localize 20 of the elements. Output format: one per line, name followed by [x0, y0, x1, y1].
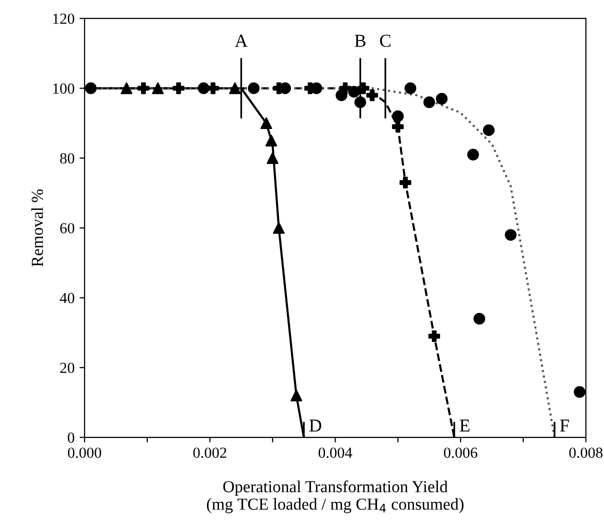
- annotation: C: [380, 34, 390, 47]
- x-tick-label: 0.000: [68, 448, 102, 458]
- annotation: F: [560, 420, 569, 432]
- x-tick-label: 0.008: [569, 448, 602, 458]
- y-tick-label: 40: [60, 292, 74, 304]
- y-tick-label: 0: [68, 432, 74, 443]
- x-tick-label: 0.002: [193, 448, 226, 458]
- x-axis-title: Operational Transformation Yield (mg TCE loaded / mg CH$_{4}$ consumed): [206, 480, 464, 514]
- annotation: A: [234, 34, 248, 47]
- annotation: B: [354, 34, 366, 47]
- y-tick-label: 100: [53, 83, 74, 94]
- y-axis-title: Removal %: [31, 189, 44, 267]
- annotation: D: [309, 420, 322, 432]
- x-tick-label: 0.006: [444, 448, 478, 458]
- y-tick-label: 60: [60, 223, 74, 234]
- y-tick-label: 120: [53, 14, 74, 24]
- y-tick-label: 80: [60, 153, 74, 164]
- y-tick-label: 20: [60, 362, 74, 374]
- x-tick-label: 0.004: [318, 448, 352, 458]
- annotation: E: [460, 420, 470, 432]
